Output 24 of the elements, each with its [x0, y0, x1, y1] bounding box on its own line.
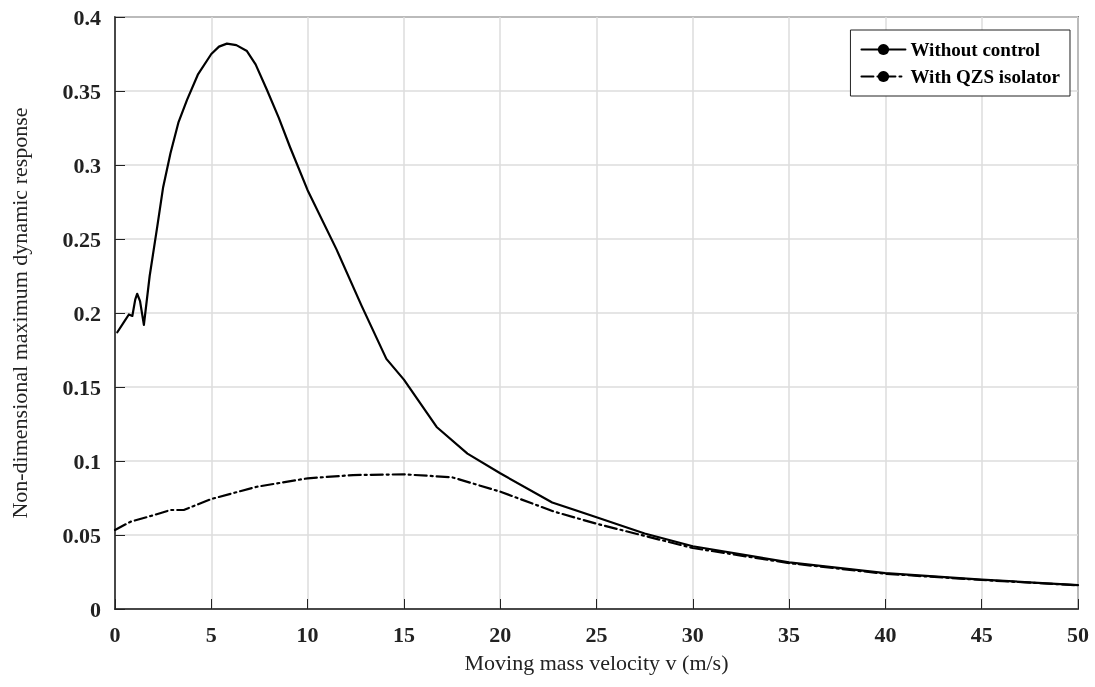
- y-tick-label: 0.3: [73, 152, 101, 178]
- x-axis-title: Moving mass velocity v (m/s): [464, 649, 729, 675]
- y-tick-label: 0.15: [62, 374, 101, 400]
- y-tick-label: 0.4: [73, 4, 101, 30]
- x-tick-label: 50: [1067, 621, 1089, 647]
- x-tick-label: 10: [296, 621, 319, 647]
- y-tick-label: 0.05: [62, 522, 101, 548]
- legend-label: With QZS isolator: [910, 66, 1061, 87]
- y-axis-title: Non-dimensional maximum dynamic response: [6, 107, 32, 519]
- x-tick-label: 15: [392, 621, 415, 647]
- legend-label: Without control: [910, 39, 1041, 60]
- y-tick-label: 0.25: [62, 226, 101, 252]
- y-tick-label: 0.35: [62, 78, 101, 104]
- x-tick-label: 35: [778, 621, 801, 647]
- y-tick-label: 0: [90, 596, 101, 622]
- x-tick-label: 45: [970, 621, 993, 647]
- x-tick-label: 30: [681, 621, 704, 647]
- y-tick-label: 0.1: [73, 448, 101, 474]
- y-tick-label: 0.2: [73, 300, 101, 326]
- x-tick-label: 25: [585, 621, 608, 647]
- x-tick-label: 5: [205, 621, 217, 647]
- x-tick-label: 0: [109, 621, 121, 647]
- x-tick-label: 20: [489, 621, 512, 647]
- x-tick-label: 40: [874, 621, 897, 647]
